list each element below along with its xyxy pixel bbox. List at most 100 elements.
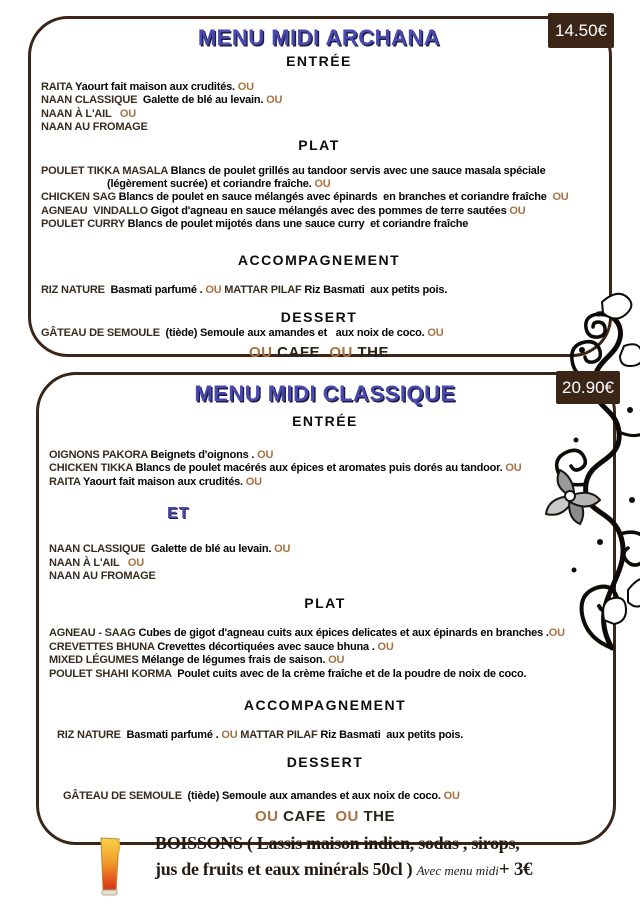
or-connector: OU (254, 807, 279, 825)
menu-item: NAAN AU FROMAGE (41, 121, 597, 134)
boissons-line-2: jus de fruits et eaux minérals 50cl ) Av… (155, 856, 565, 884)
item-name: MATTAR PILAF (237, 729, 318, 742)
or-connector: OU (221, 729, 238, 742)
menu-item: RAITA Yaourt fait maison aux crudités. O… (41, 81, 597, 94)
item-description: Blancs de poulet en sauce mélangés avec … (115, 191, 553, 204)
item-description: Basmati parfumé . (104, 283, 206, 296)
item-name: AGNEAU VINDALLO (41, 204, 148, 217)
or-connector: OU (274, 543, 291, 556)
section-heading-entree: ENTRÉE (286, 53, 352, 69)
item-description: Blancs de poulet macérés aux épices et a… (132, 462, 506, 475)
item-name: RAITA (49, 475, 81, 488)
item-description: Mélange de légumes frais de saison. (138, 654, 329, 667)
item-description: Yaourt fait maison aux crudités. (80, 475, 246, 488)
menu-supplement-note: Avec menu midi (416, 863, 499, 879)
item-name: CREVETTES BHUNA (49, 640, 155, 653)
menu-item: CREVETTES BHUNA Crevettes décortiquées a… (49, 641, 601, 654)
or-connector: OU (119, 107, 136, 120)
item-name: NAAN AU FROMAGE (41, 121, 148, 134)
naan-items: NAAN CLASSIQUE Galette de blé au levain.… (49, 543, 601, 583)
menu-item: GÂTEAU DE SEMOULE (tiède) Semoule aux am… (63, 790, 601, 803)
item-description: Riz Basmati aux petits pois. (301, 283, 448, 296)
menu-item: POULET SHAHI KORMA Poulet cuits avec de … (49, 668, 601, 681)
item-name: NAAN CLASSIQUE (41, 94, 138, 107)
item-name: MIXED LÉGUMES (49, 654, 139, 667)
boissons-line-1: BOISSONS ( Lassis maison indien, sodas ,… (155, 833, 520, 853)
item-name: NAAN À L'AIL (49, 556, 120, 569)
plat-items: AGNEAU - SAAG Cubes de gigot d'agneau cu… (49, 627, 601, 681)
boissons-text: BOISSONS ( Lassis maison indien, sodas ,… (155, 830, 565, 884)
section-heading-dessert: DESSERT (280, 309, 358, 326)
cafe-label: CAFE (272, 344, 330, 362)
item-name: AGNEAU - SAAG (49, 627, 136, 640)
item-description: Yaourt fait maison aux crudités. (72, 81, 238, 93)
item-name: NAAN À L'AIL (41, 107, 112, 120)
item-name: POULET CURRY (41, 218, 125, 231)
item-description (119, 557, 128, 569)
item-description: Gigot d'agneau en sauce mélangés avec de… (147, 204, 510, 217)
item-description: Blancs de poulet grillés au tandoor serv… (107, 164, 549, 191)
section-heading-plat: PLAT (304, 595, 346, 612)
menu-item: NAAN À L'AIL OU (49, 557, 601, 570)
plat-items: POULET TIKKA MASALA Blancs de poulet gri… (41, 165, 597, 232)
section-heading-dessert: DESSERT (286, 754, 364, 771)
menu-item: NAAN CLASSIQUE Galette de blé au levain.… (41, 94, 597, 107)
item-name: POULET TIKKA MASALA (41, 164, 168, 177)
item-name: RIZ NATURE (41, 283, 105, 296)
item-name: POULET SHAHI KORMA (49, 667, 172, 680)
the-label: THE (352, 344, 389, 362)
item-name: CHICKEN SAG (41, 191, 116, 204)
menu-item: OIGNONS PAKORA Beignets d'oignons . OU (49, 449, 601, 462)
item-description: Poulet cuits avec de la crème fraîche et… (171, 667, 527, 680)
boissons-line-2-text: jus de fruits et eaux minérals 50cl ) (155, 859, 417, 880)
et-connector-heading: ET (167, 505, 190, 523)
menu-item: CHICKEN TIKKA Blancs de poulet macérés a… (49, 462, 601, 475)
item-name: RIZ NATURE (57, 729, 121, 742)
or-connector: OU (328, 654, 345, 667)
item-description: Riz Basmati aux petits pois. (317, 729, 464, 742)
or-connector: OU (127, 556, 144, 569)
or-connector: OU (335, 807, 359, 825)
item-name: GÂTEAU DE SEMOULE (41, 327, 160, 340)
menu-item: RIZ NATURE Basmati parfumé . OU MATTAR P… (41, 284, 597, 297)
item-description: Crevettes décortiquées avec sauce bhuna … (154, 640, 378, 653)
item-name: GÂTEAU DE SEMOULE (63, 790, 182, 803)
entree-items: RAITA Yaourt fait maison aux crudités. O… (41, 81, 597, 135)
menu-item: AGNEAU VINDALLO Gigot d'agneau en sauce … (41, 205, 597, 218)
menu-item: RAITA Yaourt fait maison aux crudités. O… (49, 476, 601, 489)
menu-item: NAAN CLASSIQUE Galette de blé au levain.… (49, 543, 601, 556)
item-description: Cubes de gigot d'agneau cuits aux épices… (135, 627, 549, 640)
menu-card-classique: MENU MIDI CLASSIQUE ENTRÉE OIGNONS PAKOR… (36, 372, 616, 845)
item-name: NAAN CLASSIQUE (49, 543, 146, 556)
item-name: RAITA (41, 81, 73, 93)
section-heading-accompagnement: ACCOMPAGNEMENT (237, 251, 401, 268)
menu-title-classique: MENU MIDI CLASSIQUE (194, 381, 456, 406)
menu-item: AGNEAU - SAAG Cubes de gigot d'agneau cu… (49, 627, 601, 640)
item-description: Blancs de poulet mijotés dans une sauce … (124, 218, 469, 231)
or-connector: OU (329, 344, 353, 362)
or-connector: OU (205, 283, 222, 296)
or-connector: OU (248, 344, 273, 362)
or-connector: OU (443, 790, 460, 803)
item-name: MATTAR PILAF (221, 283, 302, 296)
or-connector: OU (505, 462, 522, 475)
item-description: Galette de blé au levain. (145, 543, 275, 556)
supplement-price: + 3€ (498, 859, 533, 881)
or-connector: OU (257, 449, 274, 461)
drink-glass-icon (100, 837, 121, 896)
item-description: (tiède) Semoule aux amandes et aux noix … (181, 790, 444, 803)
section-heading-entree: ENTRÉE (292, 413, 358, 429)
section-heading-plat: PLAT (298, 136, 340, 153)
or-connector: OU (377, 640, 394, 653)
item-name: OIGNONS PAKORA (49, 449, 148, 461)
or-connector: OU (427, 327, 444, 340)
cafe-label: CAFE (278, 807, 336, 825)
item-name: CHICKEN TIKKA (49, 462, 133, 475)
price-badge: 14.50€ (548, 13, 614, 48)
menu-title-archana: MENU MIDI ARCHANA (197, 25, 441, 50)
or-connector: OU (509, 204, 526, 217)
item-description (111, 108, 120, 120)
menu-item: MIXED LÉGUMES Mélange de légumes frais d… (49, 654, 601, 667)
menu-item: RIZ NATURE Basmati parfumé . OU MATTAR P… (57, 729, 601, 742)
